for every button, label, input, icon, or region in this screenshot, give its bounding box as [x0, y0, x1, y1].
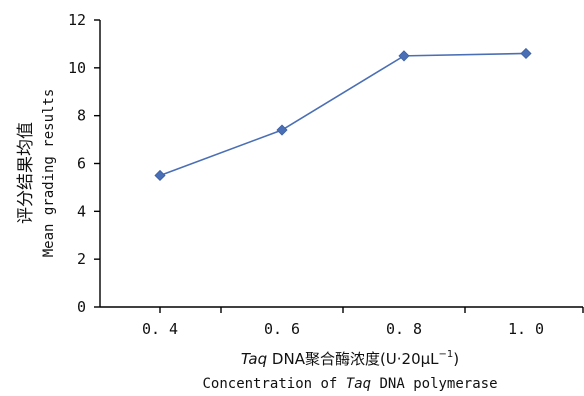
x-axis-title-cn-taq: Taq: [241, 350, 267, 368]
x-tick-label: 0. 8: [386, 320, 422, 338]
series-group: [154, 47, 532, 182]
series-line: [159, 52, 527, 177]
data-point-marker: [154, 169, 166, 182]
y-tick-label: 12: [68, 11, 86, 29]
x-axis-title-cn-end: ): [453, 350, 459, 368]
x-tick-label: 0. 6: [264, 320, 300, 338]
x-axis-title-cn: Taq DNA聚合酶浓度(U·20μL−1): [241, 349, 459, 368]
x-axis-title-cn-sup: −1: [439, 349, 454, 360]
y-tick-label: 6: [77, 155, 86, 173]
y-tick-label: 4: [77, 202, 86, 220]
x-axis-title-en-suffix: DNA polymerase: [371, 376, 497, 392]
x-axis-title-en: Concentration of Taq DNA polymerase: [202, 376, 497, 392]
y-tick-label: 2: [77, 250, 86, 268]
y-axis-title-en: Mean grading results: [41, 89, 57, 258]
y-axis-title-cn: 评分结果均值: [16, 122, 36, 224]
y-axis-ticks: 0 2 4 6 8 10 12: [68, 11, 100, 316]
data-point-marker: [276, 124, 288, 136]
y-tick-label: 10: [68, 59, 86, 77]
x-axis-title-cn-main: DNA聚合酶浓度(U·20μL: [267, 350, 439, 368]
data-point-marker: [398, 50, 410, 62]
x-tick-label: 0. 4: [142, 320, 178, 338]
y-tick-label: 8: [77, 107, 86, 125]
x-tick-label: 1. 0: [508, 320, 544, 338]
data-point-marker: [520, 47, 532, 60]
y-tick-label: 0: [77, 298, 86, 316]
x-axis-title-en-prefix: Concentration of: [202, 376, 345, 392]
x-axis-title-en-taq: Taq: [346, 376, 371, 392]
x-axis-ticks: 0. 4 0. 6 0. 8 1. 0: [142, 307, 584, 338]
